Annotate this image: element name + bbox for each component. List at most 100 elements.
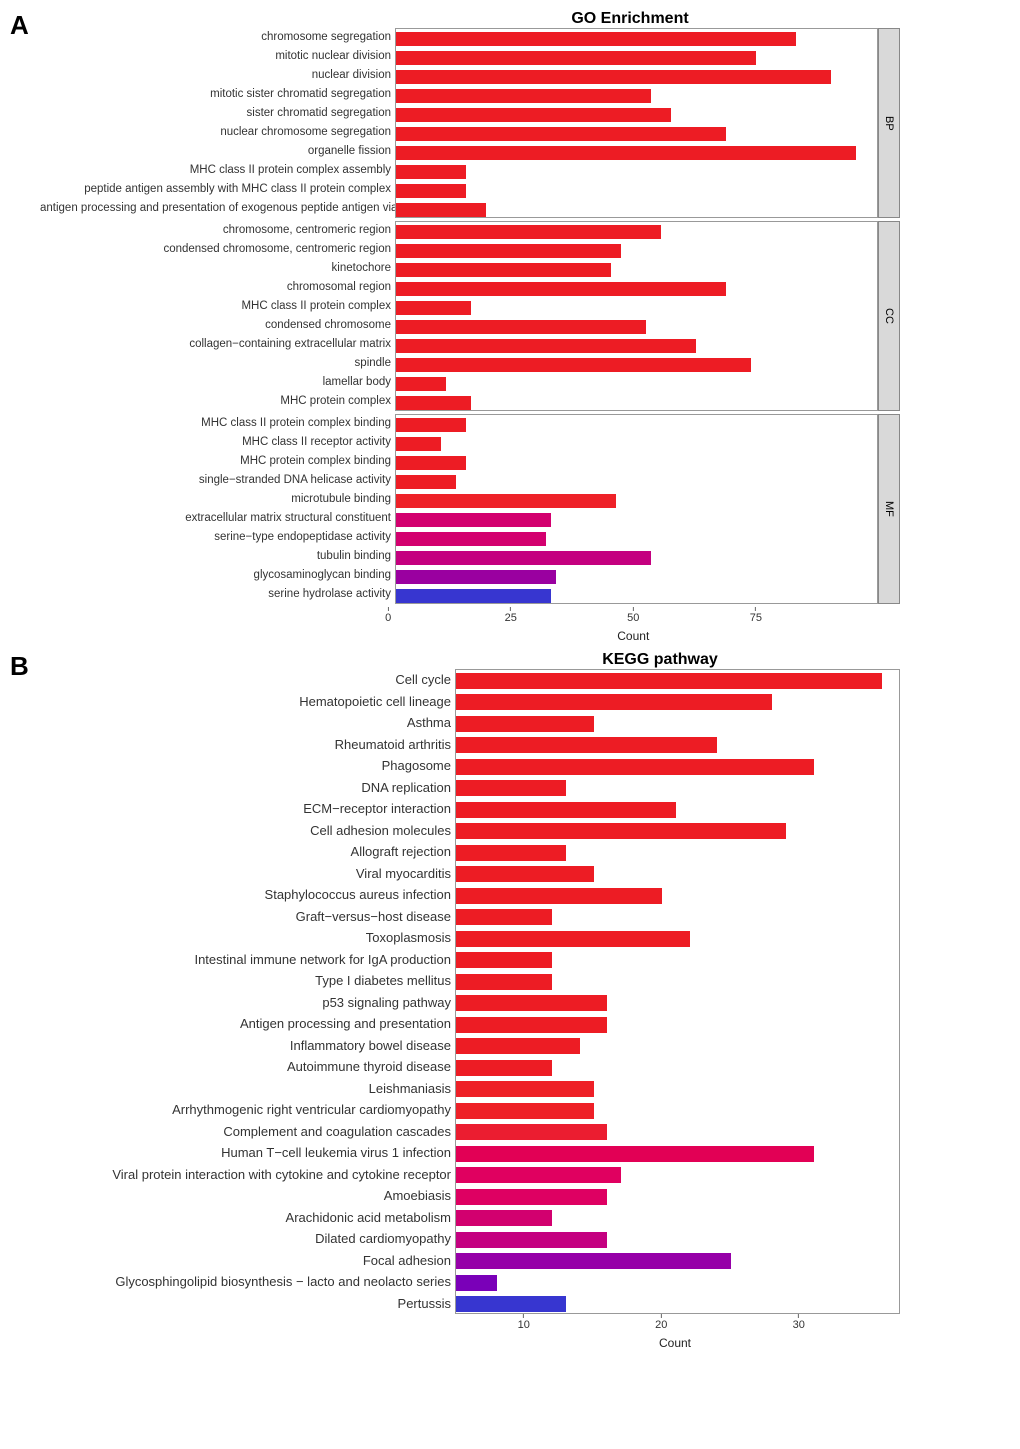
bar — [456, 1167, 621, 1183]
bar-label: Autoimmune thyroid disease — [40, 1060, 451, 1073]
bar — [456, 1275, 497, 1291]
bar-label: Glycosphingolipid biosynthesis − lacto a… — [40, 1275, 451, 1288]
facet-cc: chromosome, centromeric region condensed … — [40, 221, 900, 411]
bar-label: ECM−receptor interaction — [40, 802, 451, 815]
bar — [396, 494, 616, 508]
bar-label: chromosome, centromeric region — [40, 225, 391, 237]
bar — [396, 418, 466, 432]
bar-label: serine−type endopeptidase activity — [40, 532, 391, 544]
bar-label: Phagosome — [40, 759, 451, 772]
bar — [396, 184, 466, 198]
bar-label: Cell cycle — [40, 673, 451, 686]
facet-bp: chromosome segregation mitotic nuclear di… — [40, 28, 900, 218]
bar — [456, 673, 882, 689]
panel-b-xlabel: Count — [455, 1336, 895, 1350]
bar-label: Type I diabetes mellitus — [40, 974, 451, 987]
bar — [456, 1017, 607, 1033]
bar-label: Inflammatory bowel disease — [40, 1039, 451, 1052]
bar-label: spindle — [40, 358, 391, 370]
panel-a-title: GO Enrichment — [360, 10, 900, 28]
bar — [456, 780, 566, 796]
bar-label: mitotic nuclear division — [40, 51, 391, 63]
bar-label: microtubule binding — [40, 494, 391, 506]
bar-label: Toxoplasmosis — [40, 931, 451, 944]
bar — [456, 1103, 594, 1119]
x-tick: 30 — [793, 1314, 805, 1331]
bar-label: Asthma — [40, 716, 451, 729]
bar — [396, 89, 651, 103]
bar-label: MHC class II protein complex binding — [40, 418, 391, 430]
bar — [396, 165, 466, 179]
bar — [456, 995, 607, 1011]
bar-label: kinetochore — [40, 263, 391, 275]
bar — [396, 70, 831, 84]
bar-label: Dilated cardiomyopathy — [40, 1232, 451, 1245]
bar — [396, 456, 466, 470]
bar — [396, 108, 671, 122]
bar — [456, 1296, 566, 1312]
panel-a-xlabel: Count — [388, 629, 878, 643]
bar — [396, 377, 446, 391]
bar — [456, 1038, 580, 1054]
bar-label: organelle fission — [40, 146, 391, 158]
bar-label: MHC class II protein complex assembly — [40, 165, 391, 177]
bar — [456, 1060, 552, 1076]
bar-label: nuclear chromosome segregation — [40, 127, 391, 139]
bar — [456, 802, 676, 818]
bar-label: Focal adhesion — [40, 1254, 451, 1267]
bar — [396, 146, 856, 160]
x-tick: 25 — [505, 607, 517, 624]
x-tick: 0 — [385, 607, 391, 624]
bar-label: antigen processing and presentation of e… — [40, 203, 391, 215]
bar — [396, 551, 651, 565]
facet-strip: MF — [878, 414, 900, 604]
x-tick: 50 — [627, 607, 639, 624]
x-tick: 20 — [655, 1314, 667, 1331]
bar-label: Hematopoietic cell lineage — [40, 695, 451, 708]
bar — [396, 320, 646, 334]
bar-label: tubulin binding — [40, 551, 391, 563]
bar-label: condensed chromosome, centromeric region — [40, 244, 391, 256]
bar-label: p53 signaling pathway — [40, 996, 451, 1009]
bar-label: chromosomal region — [40, 282, 391, 294]
bar — [396, 32, 796, 46]
bar — [396, 396, 471, 410]
bar — [456, 823, 786, 839]
bar-label: Arachidonic acid metabolism — [40, 1211, 451, 1224]
x-tick: 10 — [518, 1314, 530, 1331]
bar-label: lamellar body — [40, 377, 391, 389]
bar — [396, 244, 621, 258]
bar-label: chromosome segregation — [40, 32, 391, 44]
bar — [396, 532, 546, 546]
bar — [396, 282, 726, 296]
x-tick: 75 — [750, 607, 762, 624]
bar-label: mitotic sister chromatid segregation — [40, 89, 391, 101]
bar-label: DNA replication — [40, 781, 451, 794]
bar — [456, 866, 594, 882]
bar-label: Rheumatoid arthritis — [40, 738, 451, 751]
bar — [396, 475, 456, 489]
bar-label: MHC class II protein complex — [40, 301, 391, 313]
bar — [456, 716, 594, 732]
bar-label: Cell adhesion molecules — [40, 824, 451, 837]
bar-label: Graft−versus−host disease — [40, 910, 451, 923]
bar-label: MHC protein complex binding — [40, 456, 391, 468]
bar — [456, 1210, 552, 1226]
bar — [396, 203, 486, 217]
bar — [456, 1124, 607, 1140]
bar — [456, 1146, 814, 1162]
bar — [456, 888, 662, 904]
panel-b-title: KEGG pathway — [420, 651, 900, 669]
bar-label: Viral protein interaction with cytokine … — [40, 1168, 451, 1181]
bar-label: glycosaminoglycan binding — [40, 570, 391, 582]
bar — [456, 1081, 594, 1097]
bar-label: condensed chromosome — [40, 320, 391, 332]
facet-strip: CC — [878, 221, 900, 411]
figure: A GO Enrichment chromosome segregationmi… — [10, 10, 1010, 1350]
panel-a: A GO Enrichment chromosome segregationmi… — [10, 10, 1010, 643]
bar-label: Pertussis — [40, 1297, 451, 1310]
bar-label: extracellular matrix structural constitu… — [40, 513, 391, 525]
bar — [396, 301, 471, 315]
bar — [396, 358, 751, 372]
bar-label: nuclear division — [40, 70, 391, 82]
